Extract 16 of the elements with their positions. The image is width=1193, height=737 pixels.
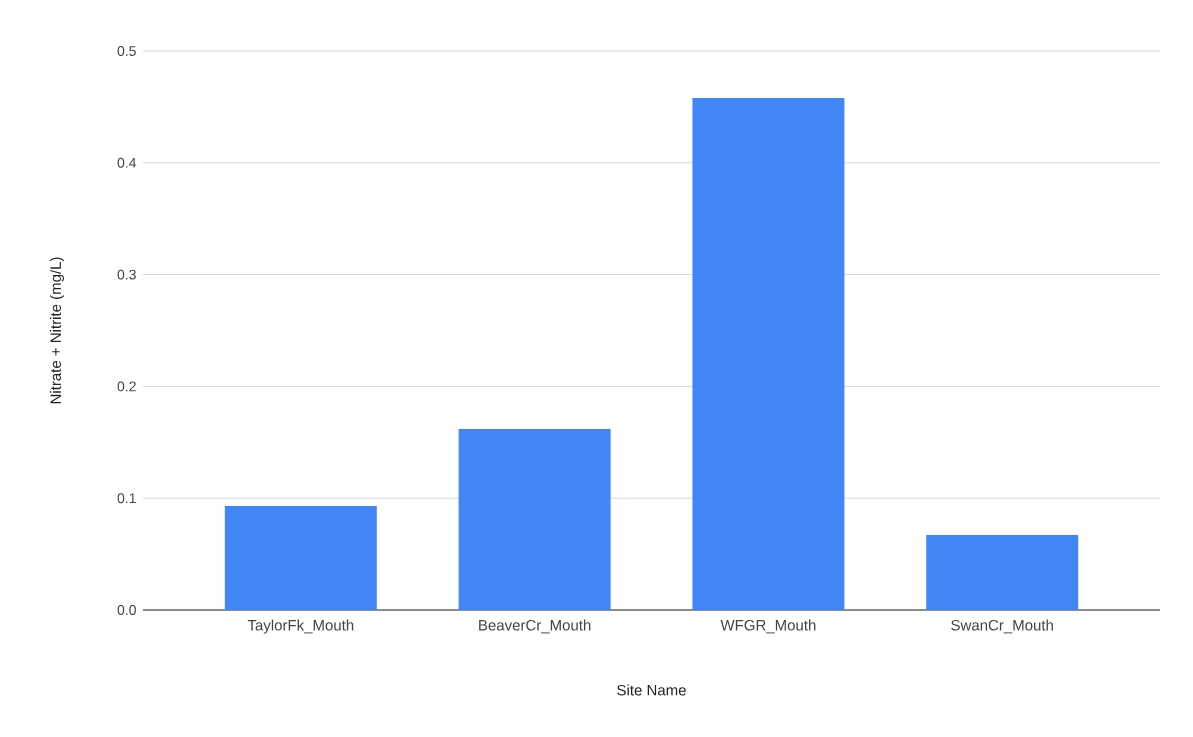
x-tick-label: TaylorFk_Mouth <box>247 619 354 634</box>
y-tick-label: 0.5 <box>117 46 136 56</box>
y-tick-label: 0.1 <box>117 493 136 504</box>
bar <box>926 535 1079 610</box>
bar <box>692 97 845 610</box>
x-axis-title: Site Name <box>617 684 686 696</box>
y-tick-label: 0.3 <box>117 269 136 280</box>
bar <box>224 506 377 610</box>
x-tick-label: SwanCr_Mouth <box>951 619 1053 634</box>
y-axis-title: Nitrate + Nitrite (mg/L) <box>49 257 64 404</box>
y-tick-label: 0.4 <box>117 157 137 168</box>
x-tick-label: BeaverCr_Mouth <box>479 619 591 634</box>
x-tick-label: WFGR_Mouth <box>720 619 816 634</box>
y-tick-label: 0.0 <box>117 605 136 615</box>
y-tick-label: 0.2 <box>117 381 136 392</box>
bar <box>458 428 611 610</box>
